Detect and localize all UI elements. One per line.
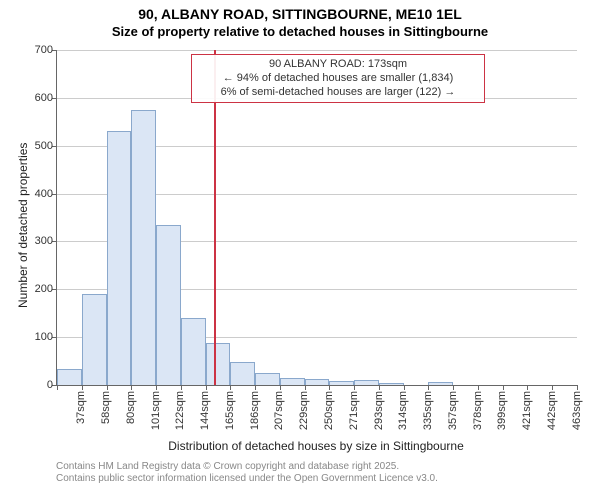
x-tick-label: 250sqm	[323, 391, 335, 430]
annotation-line: ← 94% of detached houses are smaller (1,…	[198, 72, 478, 86]
x-tick-label: 186sqm	[249, 391, 261, 430]
x-tick-mark	[156, 385, 157, 390]
histogram-bar	[181, 318, 206, 385]
x-tick-label: 229sqm	[298, 391, 310, 430]
x-tick-label: 378sqm	[472, 391, 484, 430]
x-tick-mark	[107, 385, 108, 390]
x-tick-label: 80sqm	[125, 391, 137, 424]
y-tick-label: 100	[35, 331, 57, 343]
y-tick-label: 300	[35, 235, 57, 247]
histogram-bar	[379, 383, 404, 385]
y-grid-line	[57, 50, 577, 51]
x-tick-label: 335sqm	[422, 391, 434, 430]
x-tick-label: 314sqm	[397, 391, 409, 430]
histogram-bar	[329, 381, 354, 385]
x-tick-label: 58sqm	[100, 391, 112, 424]
histogram-bar	[156, 225, 181, 385]
histogram-bar	[230, 362, 255, 385]
histogram-bar	[428, 382, 453, 385]
x-tick-label: 207sqm	[273, 391, 285, 430]
histogram-bar	[206, 343, 231, 385]
credits-line1: Contains HM Land Registry data © Crown c…	[56, 461, 576, 473]
annotation-line: 90 ALBANY ROAD: 173sqm	[198, 58, 478, 72]
x-tick-mark	[230, 385, 231, 390]
credits-line2: Contains public sector information licen…	[56, 473, 576, 485]
x-tick-label: 421sqm	[521, 391, 533, 430]
histogram-bar	[280, 378, 305, 385]
y-tick-label: 600	[35, 92, 57, 104]
x-tick-label: 37sqm	[75, 391, 87, 424]
x-axis-title: Distribution of detached houses by size …	[56, 439, 576, 453]
x-tick-mark	[379, 385, 380, 390]
histogram-bar	[305, 379, 330, 385]
x-tick-label: 271sqm	[348, 391, 360, 430]
x-tick-mark	[329, 385, 330, 390]
annotation-box: 90 ALBANY ROAD: 173sqm← 94% of detached …	[191, 54, 485, 103]
histogram-bar	[82, 294, 107, 385]
x-tick-mark	[280, 385, 281, 390]
x-tick-label: 357sqm	[447, 391, 459, 430]
x-tick-label: 463sqm	[571, 391, 583, 430]
x-tick-label: 101sqm	[150, 391, 162, 430]
x-tick-mark	[577, 385, 578, 390]
x-tick-mark	[354, 385, 355, 390]
y-axis-title: Number of detached properties	[16, 142, 30, 307]
x-tick-label: 122sqm	[174, 391, 186, 430]
x-tick-mark	[527, 385, 528, 390]
x-tick-mark	[478, 385, 479, 390]
x-tick-mark	[131, 385, 132, 390]
histogram-bar	[354, 380, 379, 385]
histogram-bar	[57, 369, 82, 385]
x-tick-mark	[404, 385, 405, 390]
x-tick-mark	[552, 385, 553, 390]
histogram-bar	[255, 373, 280, 385]
x-tick-label: 144sqm	[199, 391, 211, 430]
y-tick-label: 500	[35, 140, 57, 152]
title-main: 90, ALBANY ROAD, SITTINGBOURNE, ME10 1EL	[0, 6, 600, 24]
x-tick-label: 293sqm	[373, 391, 385, 430]
x-tick-mark	[305, 385, 306, 390]
x-tick-mark	[57, 385, 58, 390]
y-tick-label: 700	[35, 44, 57, 56]
y-tick-label: 200	[35, 283, 57, 295]
title-sub: Size of property relative to detached ho…	[0, 24, 600, 40]
annotation-line: 6% of semi-detached houses are larger (1…	[198, 86, 478, 100]
histogram-bar	[131, 110, 156, 385]
x-tick-mark	[503, 385, 504, 390]
x-tick-label: 399sqm	[496, 391, 508, 430]
x-tick-label: 165sqm	[224, 391, 236, 430]
x-tick-mark	[453, 385, 454, 390]
y-tick-label: 0	[47, 379, 57, 391]
x-tick-mark	[255, 385, 256, 390]
x-tick-mark	[206, 385, 207, 390]
credits: Contains HM Land Registry data © Crown c…	[56, 461, 576, 485]
x-tick-mark	[82, 385, 83, 390]
x-tick-mark	[181, 385, 182, 390]
x-tick-mark	[428, 385, 429, 390]
histogram-bar	[107, 131, 132, 385]
y-tick-label: 400	[35, 188, 57, 200]
x-tick-label: 442sqm	[546, 391, 558, 430]
chart-plot-area: 010020030040050060070037sqm58sqm80sqm101…	[56, 50, 577, 386]
